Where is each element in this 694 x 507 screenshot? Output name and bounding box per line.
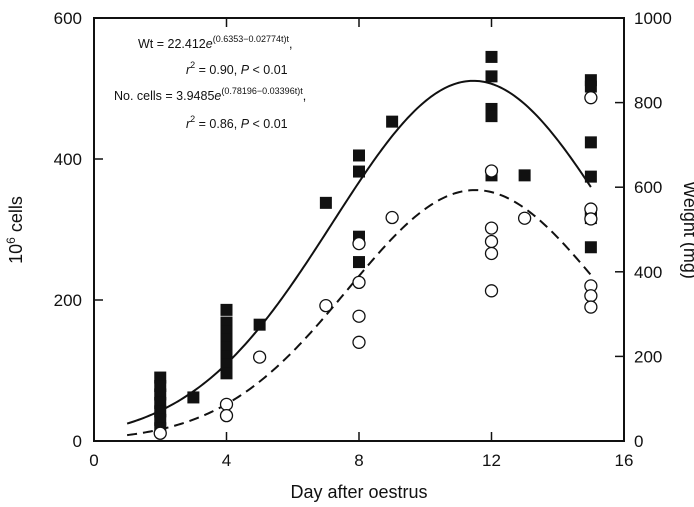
y-left-tick-label: 200	[54, 291, 82, 310]
weight-point	[584, 80, 597, 93]
cells-point	[484, 234, 499, 249]
cells-point	[584, 212, 598, 226]
annotation-cells-fit: r2 = 0.86, P < 0.01	[186, 114, 288, 131]
annotation-weight-equation: Wt = 22.412e(0.6353−0.02774t)t,	[138, 34, 293, 51]
cells-point	[352, 236, 366, 251]
plot-frame	[93, 17, 625, 442]
y-right-tick-label: 200	[634, 347, 662, 366]
y-right-tick-label: 400	[634, 263, 662, 282]
y-right-tick-label: 0	[634, 432, 643, 451]
y-right-tick-label: 1000	[634, 9, 672, 28]
cells-point	[385, 210, 399, 225]
weight-point	[353, 256, 365, 269]
weight-point	[485, 70, 498, 83]
cells-point	[153, 426, 167, 440]
weight-point	[386, 115, 399, 128]
cells-point	[252, 350, 267, 364]
weight-fit-curve	[126, 79, 592, 425]
y-axis-right-label: Weight (mg)	[680, 181, 694, 279]
y-right-tick-label: 800	[634, 94, 662, 113]
cells-point	[319, 298, 333, 313]
weight-point	[518, 169, 531, 182]
cells-point	[484, 284, 499, 298]
y-left-tick-label: 400	[54, 150, 82, 169]
cells-point	[219, 408, 234, 423]
x-tick-label: 16	[615, 451, 634, 470]
annotation-weight-fit: r2 = 0.90, P < 0.01	[186, 60, 288, 77]
weight-point	[220, 303, 233, 316]
x-tick-label: 12	[482, 451, 501, 470]
cells-point	[484, 246, 499, 261]
weight-point	[485, 50, 498, 63]
weight-point	[253, 318, 266, 331]
cells-point	[484, 221, 499, 235]
y-axis-left-label: 106 cells	[4, 196, 26, 264]
weight-point	[319, 196, 332, 209]
data-marks	[153, 50, 598, 440]
x-axis-label: Day after oestrus	[290, 482, 427, 502]
x-tick-label: 8	[354, 451, 363, 470]
y-left-tick-label: 600	[54, 9, 82, 28]
cells-point	[352, 335, 366, 349]
cells-point	[584, 289, 598, 303]
weight-point	[584, 241, 597, 254]
weight-point	[353, 149, 365, 162]
cells-point	[517, 211, 532, 225]
cells-point	[584, 300, 598, 314]
cells-point	[484, 164, 499, 178]
cells-point	[352, 309, 366, 323]
weight-point	[584, 170, 597, 183]
y-right-tick-label: 600	[634, 178, 662, 197]
cells-point	[352, 275, 366, 290]
weight-point	[584, 136, 597, 149]
cells-point	[584, 91, 598, 105]
weight-point	[353, 165, 365, 178]
x-tick-label: 0	[89, 451, 98, 470]
cells-point	[219, 397, 234, 411]
weight-point	[485, 110, 498, 123]
x-tick-label: 4	[222, 451, 231, 470]
y-left-tick-label: 0	[73, 432, 82, 451]
weight-point	[187, 391, 200, 404]
weight-point	[220, 367, 233, 380]
annotation-cells-equation: No. cells = 3.9485e(0.78196−0.03396t)t,	[114, 86, 306, 103]
